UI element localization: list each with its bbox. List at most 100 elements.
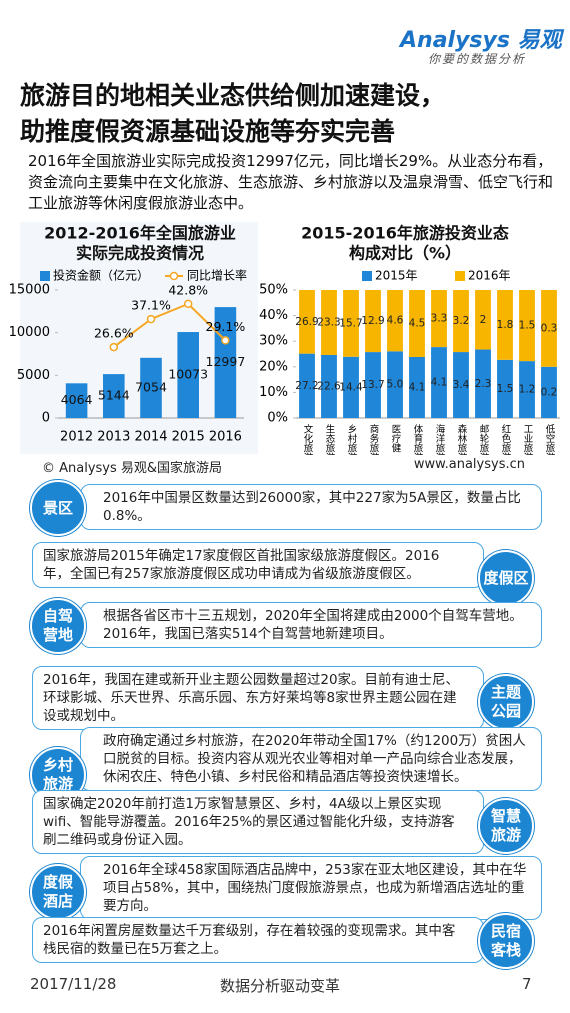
bar-segment bbox=[519, 290, 535, 362]
bar-segment bbox=[541, 366, 557, 418]
x-tick-label: 2014 bbox=[134, 430, 167, 445]
bar-segment bbox=[365, 352, 381, 418]
bar-segment bbox=[365, 290, 381, 353]
bar-segment bbox=[409, 290, 425, 357]
y-tick-label: 0% bbox=[267, 411, 288, 426]
badge-label: 公园 bbox=[490, 702, 521, 720]
x-tick-label: 商务旅游 bbox=[368, 423, 380, 455]
data-label: 1.5 bbox=[519, 320, 536, 332]
data-label: 37.1% bbox=[131, 298, 171, 313]
data-label: 4.5 bbox=[409, 317, 426, 329]
data-label: 4.6 bbox=[387, 315, 404, 327]
bar-segment bbox=[343, 290, 359, 357]
legend-label: 投资金额（亿元） bbox=[53, 268, 149, 283]
bar bbox=[177, 332, 199, 418]
item-box: 政府确定通过乡村旅游，在2020年带动全国17%（约1200万）贫困人口脱贫的目… bbox=[80, 727, 542, 791]
item-box: 2016年全球458家国际酒店品牌中，253家在亚太地区建设，其中在华项目占58… bbox=[80, 856, 542, 920]
slogan: 你要的数据分析 bbox=[428, 52, 527, 66]
bar-segment bbox=[519, 361, 535, 418]
title-line: 助推度假资源基础设施等夯实完善 bbox=[20, 117, 396, 146]
item-box: 国家旅游局2015年确定17家度假区首批国家级旅游度假区。2016年，全国已有2… bbox=[32, 542, 484, 588]
badge-label: 酒店 bbox=[42, 892, 73, 910]
bar-segment bbox=[541, 290, 557, 367]
data-label: 3.2 bbox=[453, 315, 470, 327]
legend-label: 2016年 bbox=[468, 269, 511, 283]
bar-segment bbox=[497, 359, 513, 418]
data-label: 4.1 bbox=[431, 377, 448, 389]
data-label: 23.3 bbox=[317, 316, 340, 328]
bar-segment bbox=[431, 290, 447, 348]
item-badge: 度假 酒店 bbox=[30, 864, 86, 920]
data-label: 2.3 bbox=[475, 378, 492, 390]
data-label: 4064 bbox=[61, 392, 93, 407]
bar bbox=[103, 374, 125, 418]
y-tick-label: 15000 bbox=[9, 283, 50, 298]
x-tick-label: 红色旅游 bbox=[500, 423, 512, 455]
data-label: 5144 bbox=[98, 388, 130, 403]
y-tick-label: 10000 bbox=[9, 325, 50, 340]
line bbox=[113, 302, 227, 348]
y-tick-label: 5000 bbox=[17, 368, 50, 383]
badge-label: 营地 bbox=[42, 626, 73, 644]
chart-title: 构成对比（%） bbox=[349, 244, 461, 263]
line-point bbox=[183, 299, 193, 309]
title-line: 旅游目的地相关业态供给侧加速建设， bbox=[20, 81, 446, 110]
legend-swatch bbox=[455, 271, 465, 281]
page-title: 旅游目的地相关业态供给侧加速建设， 助推度假资源基础设施等夯实完善 bbox=[20, 78, 560, 150]
item-badge: 自驾 营地 bbox=[30, 598, 86, 654]
badge-label: 乡村 bbox=[42, 756, 73, 774]
legend-swatch bbox=[40, 271, 50, 281]
bar-segment bbox=[387, 351, 403, 418]
data-label: 1.8 bbox=[497, 319, 514, 331]
data-label: 0.2 bbox=[541, 386, 558, 398]
item-box: 国家确定2020年前打造1万家智慧景区、乡村，4A级以上景区实现wifi、智能导… bbox=[32, 790, 484, 854]
x-tick-label: 海洋旅游 bbox=[434, 423, 446, 455]
data-label: 26.6% bbox=[94, 326, 134, 341]
page-number: 7 bbox=[522, 975, 532, 993]
chart-title: 实际完成投资情况 bbox=[76, 244, 204, 263]
line-point bbox=[221, 336, 230, 345]
item-badge: 景区 bbox=[30, 480, 86, 536]
x-tick-label: 乡村旅游 bbox=[346, 424, 358, 455]
line-point bbox=[109, 342, 119, 352]
bar-segment bbox=[299, 290, 315, 354]
badge-label: 度假区 bbox=[483, 568, 529, 587]
footer-center: 数据分析驱动变革 bbox=[220, 977, 341, 995]
bar-segment bbox=[409, 356, 425, 418]
data-label: 26.9 bbox=[295, 316, 318, 328]
badge-label: 主题 bbox=[490, 683, 521, 701]
item-badge: 主题 公园 bbox=[478, 674, 534, 730]
x-tick-label: 2013 bbox=[97, 430, 130, 445]
chart-title: 2015-2016年旅游投资业态 bbox=[301, 224, 509, 243]
bar-segment bbox=[431, 347, 447, 418]
badge-label: 民宿 bbox=[490, 922, 521, 940]
x-tick-label: 邮轮旅游 bbox=[478, 423, 490, 455]
bar-segment bbox=[299, 353, 315, 418]
data-label: 13.7 bbox=[361, 379, 384, 391]
data-label: 22.6 bbox=[317, 380, 341, 392]
data-label: 12.9 bbox=[361, 315, 384, 327]
data-label: 7054 bbox=[135, 379, 167, 394]
item-badge: 度假区 bbox=[478, 550, 534, 606]
badge-label: 智慧 bbox=[490, 807, 521, 825]
data-label: 29.1% bbox=[206, 319, 246, 334]
badge-label: 度假 bbox=[42, 873, 73, 891]
item-badge: 智慧 旅游 bbox=[478, 798, 534, 854]
chart-title: 2012-2016年全国旅游业 bbox=[44, 224, 236, 243]
data-label: 2 bbox=[480, 314, 487, 326]
data-label: 15.7 bbox=[339, 317, 362, 329]
bar-segment bbox=[497, 290, 513, 360]
footer-date: 2017/11/28 bbox=[30, 975, 117, 993]
data-label: 12997 bbox=[206, 354, 246, 369]
legend-swatch bbox=[169, 271, 179, 281]
y-tick-label: 10% bbox=[259, 385, 288, 400]
intro: 2016年全国旅游业实际完成投资12997亿元，同比增长29%。从业态分布看，资… bbox=[28, 152, 554, 212]
bar-segment bbox=[387, 290, 403, 352]
item-box: 根据各省区市十三五规划，2020年全国将建成由2000个自驾车营地。2016年，… bbox=[80, 602, 542, 648]
data-label: 5.0 bbox=[387, 379, 404, 391]
y-tick-label: 0 bbox=[42, 411, 50, 426]
data-label: 1.5 bbox=[497, 383, 514, 395]
bar-segment bbox=[321, 354, 337, 418]
data-label: 4.1 bbox=[409, 381, 426, 393]
